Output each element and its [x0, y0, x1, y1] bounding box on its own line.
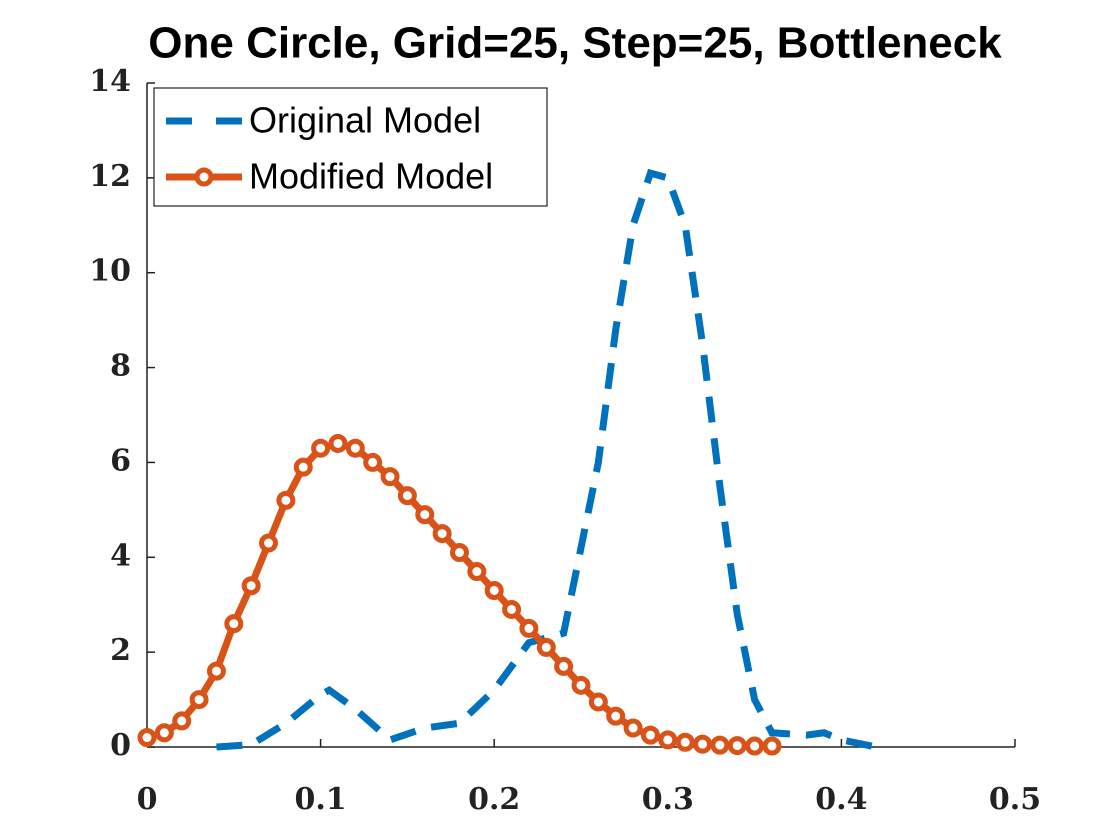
- y-tick-label: 14: [89, 64, 131, 99]
- marker: [154, 723, 174, 743]
- marker: [710, 735, 730, 755]
- marker: [259, 533, 279, 553]
- marker: [363, 452, 383, 472]
- line: [146, 439, 772, 750]
- x-tick-label: 0.5: [989, 782, 1041, 817]
- marker: [588, 692, 608, 712]
- marker: [311, 438, 331, 458]
- marker: [345, 438, 365, 458]
- marker: [137, 728, 157, 748]
- marker: [241, 576, 261, 596]
- marker: [467, 562, 487, 582]
- chart-title: One Circle, Grid=25, Step=25, Bottleneck: [148, 19, 1002, 68]
- marker: [276, 490, 296, 510]
- marker: [640, 725, 660, 745]
- marker: [606, 706, 626, 726]
- y-tick-label: 0: [110, 728, 131, 763]
- marker: [502, 599, 522, 619]
- y-tick-label: 12: [89, 159, 131, 194]
- marker: [206, 661, 226, 681]
- line: [216, 168, 877, 751]
- marker: [449, 543, 469, 563]
- x-tick-label: 0.3: [642, 782, 694, 817]
- marker: [224, 614, 244, 634]
- marker: [554, 656, 574, 676]
- marker: [172, 711, 192, 731]
- marker: [189, 690, 209, 710]
- marker: [328, 433, 348, 453]
- marker: [415, 505, 435, 525]
- legend-marker: [194, 167, 214, 187]
- marker: [623, 718, 643, 738]
- marker: [380, 467, 400, 487]
- marker: [484, 580, 504, 600]
- marker: [432, 524, 452, 544]
- legend-label: Original Model: [249, 100, 481, 141]
- legend-label: Modified Model: [249, 156, 493, 197]
- marker: [571, 675, 591, 695]
- x-tick-label: 0.4: [815, 782, 867, 817]
- x-tick-label: 0.2: [468, 782, 520, 817]
- y-tick-label: 6: [110, 443, 131, 478]
- marker: [293, 457, 313, 477]
- legend-box: [153, 87, 548, 207]
- y-tick-label: 10: [89, 254, 131, 289]
- marker: [693, 734, 713, 754]
- marker: [675, 732, 695, 752]
- marker: [762, 736, 782, 756]
- x-tick-label: 0.1: [294, 782, 346, 817]
- y-tick-label: 8: [110, 349, 131, 384]
- marker: [536, 637, 556, 657]
- y-tick-label: 2: [110, 633, 131, 668]
- marker: [745, 736, 765, 756]
- x-tick-label: 0: [137, 782, 158, 817]
- marker: [727, 736, 747, 756]
- marker: [397, 486, 417, 506]
- marker: [658, 730, 678, 750]
- marker: [519, 618, 539, 638]
- y-tick-label: 4: [110, 538, 131, 573]
